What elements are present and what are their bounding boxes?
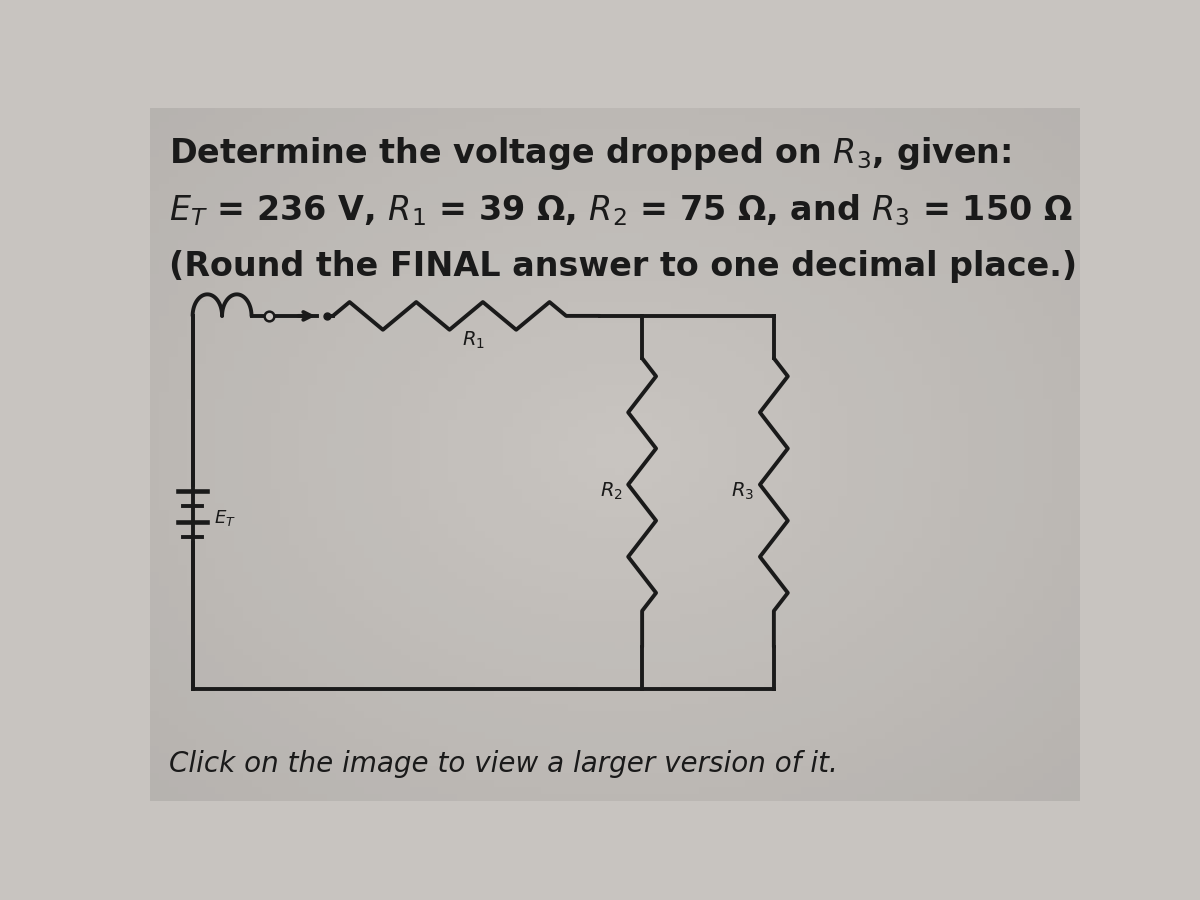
Text: $R_3$: $R_3$ bbox=[732, 481, 755, 501]
Text: $R_2$: $R_2$ bbox=[600, 481, 623, 501]
Text: Click on the image to view a larger version of it.: Click on the image to view a larger vers… bbox=[169, 750, 839, 778]
Text: Determine the voltage dropped on $R_3$, given:: Determine the voltage dropped on $R_3$, … bbox=[169, 135, 1012, 172]
Text: $R_1$: $R_1$ bbox=[462, 329, 486, 351]
Text: $E_T$ = 236 V, $R_1$ = 39 Ω, $R_2$ = 75 Ω, and $R_3$ = 150 Ω: $E_T$ = 236 V, $R_1$ = 39 Ω, $R_2$ = 75 … bbox=[169, 193, 1073, 229]
Text: (Round the FINAL answer to one decimal place.): (Round the FINAL answer to one decimal p… bbox=[169, 250, 1078, 284]
Text: $E_T$: $E_T$ bbox=[214, 508, 235, 528]
